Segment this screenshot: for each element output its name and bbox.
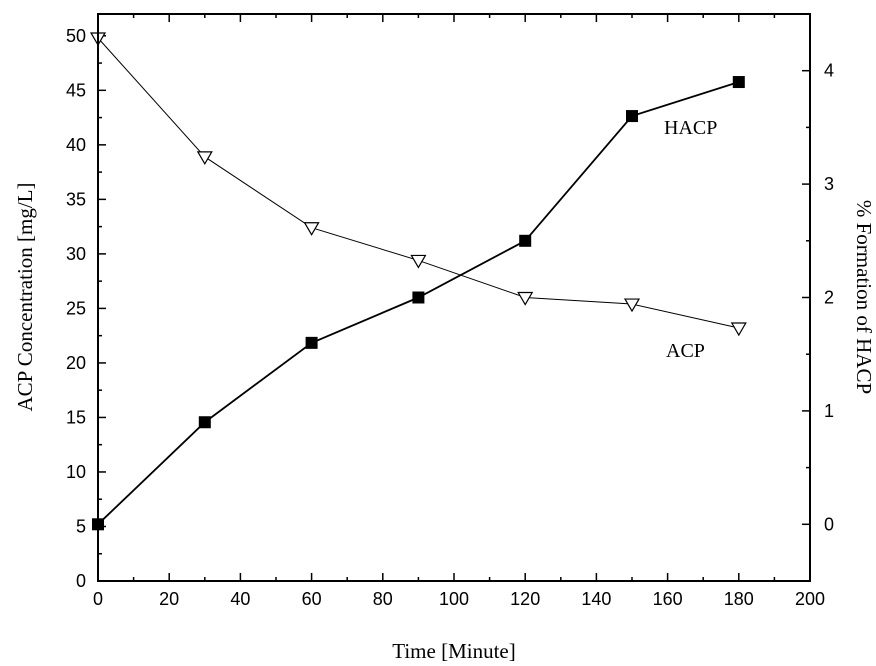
- data-point-hacp: [412, 291, 425, 304]
- x-tick-label: 140: [581, 589, 611, 609]
- x-tick-label: 0: [93, 589, 103, 609]
- x-tick-label: 20: [159, 589, 179, 609]
- y-left-tick-label: 15: [66, 407, 86, 427]
- y-axis-title-right: % Formation of HACP: [852, 200, 876, 394]
- y-right-tick-label: 1: [824, 401, 834, 421]
- x-tick-label: 40: [230, 589, 250, 609]
- data-point-acp: [196, 151, 213, 166]
- tick-labels: 0 20 40 60 80 100 120 140 160 180 2000510152025303…: [66, 26, 834, 609]
- data-point-acp: [303, 222, 320, 236]
- y-left-tick-label: 25: [66, 298, 86, 318]
- series-layer: [89, 32, 747, 531]
- x-tick-label: 80: [373, 589, 393, 609]
- data-point-acp: [623, 298, 641, 313]
- x-tick-label: 120: [510, 589, 540, 609]
- y-left-tick-label: 10: [66, 462, 86, 482]
- x-tick-label: 200: [795, 589, 825, 609]
- x-tick-label: 60: [302, 589, 322, 609]
- y-left-tick-label: 50: [66, 26, 86, 46]
- data-point-acp: [517, 291, 534, 306]
- data-point-hacp: [305, 336, 318, 349]
- y-right-tick-label: 2: [824, 288, 834, 308]
- data-point-acp: [730, 322, 747, 337]
- series-label-hacp: HACP: [664, 117, 717, 139]
- y-left-tick-label: 30: [66, 244, 86, 264]
- y-left-tick-label: 0: [76, 571, 86, 591]
- y-right-tick-label: 3: [824, 174, 834, 194]
- y-right-tick-label: 4: [824, 61, 834, 81]
- x-axis-title: Time [Minute]: [392, 639, 515, 663]
- y-left-tick-label: 35: [66, 189, 86, 209]
- series-label-acp: ACP: [666, 340, 705, 362]
- y-left-tick-label: 45: [66, 80, 86, 100]
- plot-frame: [97, 13, 811, 582]
- y-left-tick-label: 5: [76, 516, 86, 536]
- y-left-tick-label: 20: [66, 353, 86, 373]
- x-tick-label: 180: [724, 589, 754, 609]
- data-point-acp: [410, 254, 427, 269]
- x-tick-label: 160: [653, 589, 683, 609]
- x-tick-label: 100: [439, 589, 469, 609]
- data-point-hacp: [519, 234, 532, 247]
- y-axis-title-left: ACP Concentration [mg/L]: [13, 182, 37, 411]
- series-line-acp: [97, 37, 739, 329]
- axis-ticks: [97, 13, 811, 582]
- data-point-hacp: [626, 110, 638, 123]
- data-point-hacp: [198, 416, 211, 429]
- y-right-tick-label: 0: [824, 514, 834, 534]
- y-left-tick-label: 40: [66, 135, 86, 155]
- data-point-hacp: [732, 76, 745, 89]
